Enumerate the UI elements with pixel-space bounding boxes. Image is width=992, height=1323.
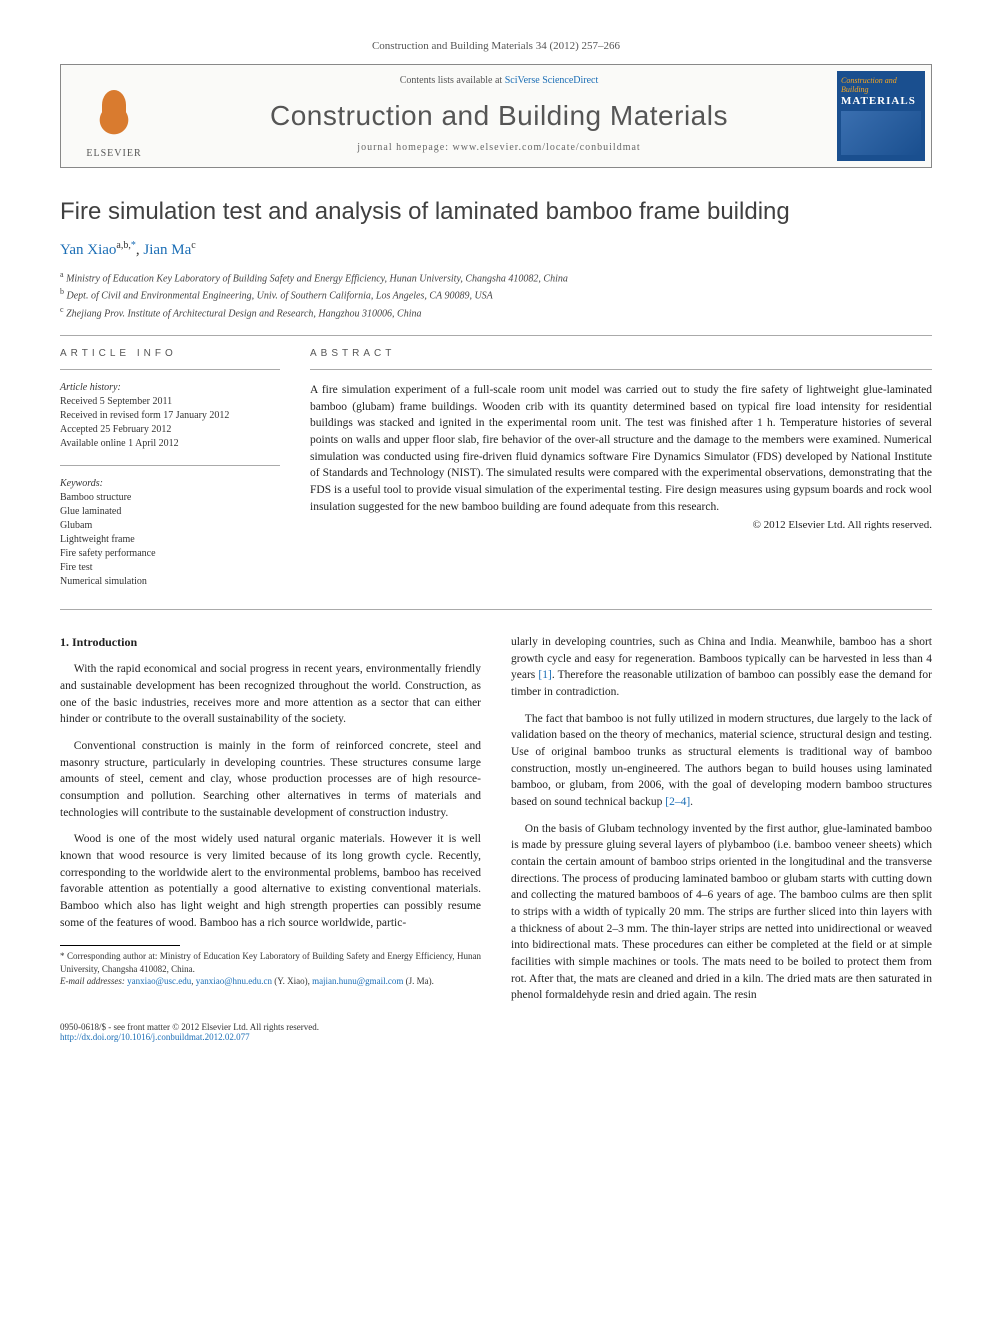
email-line: E-mail addresses: yanxiao@usc.edu, yanxi… bbox=[60, 975, 481, 987]
history-received: Received 5 September 2011 bbox=[60, 395, 280, 409]
author-1-affil-sup: a,b, bbox=[116, 240, 130, 251]
rule-kw bbox=[60, 465, 280, 466]
affiliation-a: a Ministry of Education Key Laboratory o… bbox=[60, 269, 932, 286]
page-footer: 0950-0618/$ - see front matter © 2012 El… bbox=[60, 1022, 932, 1042]
keyword: Glue laminated bbox=[60, 505, 280, 519]
journal-homepage-line: journal homepage: www.elsevier.com/locat… bbox=[167, 142, 831, 153]
article-history: Received 5 September 2011 Received in re… bbox=[60, 395, 280, 451]
footer-left: 0950-0618/$ - see front matter © 2012 El… bbox=[60, 1022, 319, 1042]
sciencedirect-link[interactable]: SciVerse ScienceDirect bbox=[505, 75, 599, 86]
abstract-text: A fire simulation experiment of a full-s… bbox=[310, 382, 932, 515]
article-info-label: ARTICLE INFO bbox=[60, 348, 280, 359]
affiliation-c: c Zhejiang Prov. Institute of Architectu… bbox=[60, 304, 932, 321]
front-matter-line: 0950-0618/$ - see front matter © 2012 El… bbox=[60, 1022, 319, 1032]
body-paragraph: ularly in developing countries, such as … bbox=[511, 634, 932, 701]
rule-top bbox=[60, 335, 932, 336]
cover-image-placeholder bbox=[841, 111, 921, 155]
body-paragraph: On the basis of Glubam technology invent… bbox=[511, 821, 932, 1004]
doi-link[interactable]: http://dx.doi.org/10.1016/j.conbuildmat.… bbox=[60, 1032, 319, 1042]
author-2-affil-sup: c bbox=[191, 240, 195, 251]
rule-info bbox=[60, 369, 280, 370]
article-title: Fire simulation test and analysis of lam… bbox=[60, 198, 932, 226]
keyword: Glubam bbox=[60, 519, 280, 533]
history-online: Available online 1 April 2012 bbox=[60, 437, 280, 451]
journal-reference: Construction and Building Materials 34 (… bbox=[60, 40, 932, 52]
elsevier-tree-icon bbox=[84, 84, 144, 144]
corresponding-author-note: * Corresponding author at: Ministry of E… bbox=[60, 950, 481, 974]
header-center: Contents lists available at SciVerse Sci… bbox=[167, 65, 831, 167]
affiliation-b: b Dept. of Civil and Environmental Engin… bbox=[60, 286, 932, 303]
publisher-name: ELSEVIER bbox=[86, 148, 141, 159]
history-revised: Received in revised form 17 January 2012 bbox=[60, 409, 280, 423]
body-two-column: 1. Introduction With the rapid economica… bbox=[60, 634, 932, 1004]
info-abstract-row: ARTICLE INFO Article history: Received 5… bbox=[60, 348, 932, 589]
keyword: Lightweight frame bbox=[60, 533, 280, 547]
keywords-list: Bamboo structure Glue laminated Glubam L… bbox=[60, 491, 280, 589]
email-1[interactable]: yanxiao@usc.edu bbox=[127, 976, 191, 986]
affiliations: a Ministry of Education Key Laboratory o… bbox=[60, 269, 932, 321]
footnote-separator bbox=[60, 945, 180, 946]
keyword: Fire safety performance bbox=[60, 547, 280, 561]
abstract-label: ABSTRACT bbox=[310, 348, 932, 359]
citation-link[interactable]: [1] bbox=[538, 669, 551, 681]
rule-abs bbox=[310, 369, 932, 370]
citation-link[interactable]: [2–4] bbox=[665, 796, 690, 808]
homepage-prefix: journal homepage: bbox=[357, 142, 452, 153]
journal-title: Construction and Building Materials bbox=[167, 100, 831, 132]
body-paragraph: Conventional construction is mainly in t… bbox=[60, 738, 481, 821]
keyword: Fire test bbox=[60, 561, 280, 575]
email-3[interactable]: majian.hunu@gmail.com bbox=[312, 976, 403, 986]
abstract-column: ABSTRACT A fire simulation experiment of… bbox=[310, 348, 932, 589]
journal-cover-thumbnail: Construction and Building MATERIALS bbox=[837, 71, 925, 161]
article-history-label: Article history: bbox=[60, 382, 280, 393]
keyword: Bamboo structure bbox=[60, 491, 280, 505]
contents-prefix: Contents lists available at bbox=[400, 75, 505, 86]
body-paragraph: With the rapid economical and social pro… bbox=[60, 661, 481, 728]
rule-body-top bbox=[60, 609, 932, 610]
page: Construction and Building Materials 34 (… bbox=[0, 0, 992, 1082]
authors-line: Yan Xiaoa,b,*, Jian Mac bbox=[60, 240, 932, 259]
footnotes: * Corresponding author at: Ministry of E… bbox=[60, 950, 481, 986]
contents-available-line: Contents lists available at SciVerse Sci… bbox=[167, 75, 831, 86]
homepage-url[interactable]: www.elsevier.com/locate/conbuildmat bbox=[453, 142, 641, 153]
article-info-column: ARTICLE INFO Article history: Received 5… bbox=[60, 348, 280, 589]
abstract-copyright: © 2012 Elsevier Ltd. All rights reserved… bbox=[310, 519, 932, 531]
email-2[interactable]: yanxiao@hnu.edu.cn bbox=[196, 976, 272, 986]
author-1[interactable]: Yan Xiao bbox=[60, 242, 116, 258]
cover-title-line2: MATERIALS bbox=[841, 95, 921, 107]
keywords-label: Keywords: bbox=[60, 478, 280, 489]
body-paragraph: Wood is one of the most widely used natu… bbox=[60, 831, 481, 931]
publisher-logo-block: ELSEVIER bbox=[61, 65, 167, 167]
author-2[interactable]: Jian Ma bbox=[143, 242, 191, 258]
cover-title-line1: Construction and Building bbox=[841, 77, 921, 95]
history-accepted: Accepted 25 February 2012 bbox=[60, 423, 280, 437]
section-heading-1: 1. Introduction bbox=[60, 634, 481, 651]
email-label: E-mail addresses: bbox=[60, 976, 127, 986]
keyword: Numerical simulation bbox=[60, 575, 280, 589]
journal-header: ELSEVIER Contents lists available at Sci… bbox=[60, 64, 932, 168]
body-paragraph: The fact that bamboo is not fully utiliz… bbox=[511, 711, 932, 811]
